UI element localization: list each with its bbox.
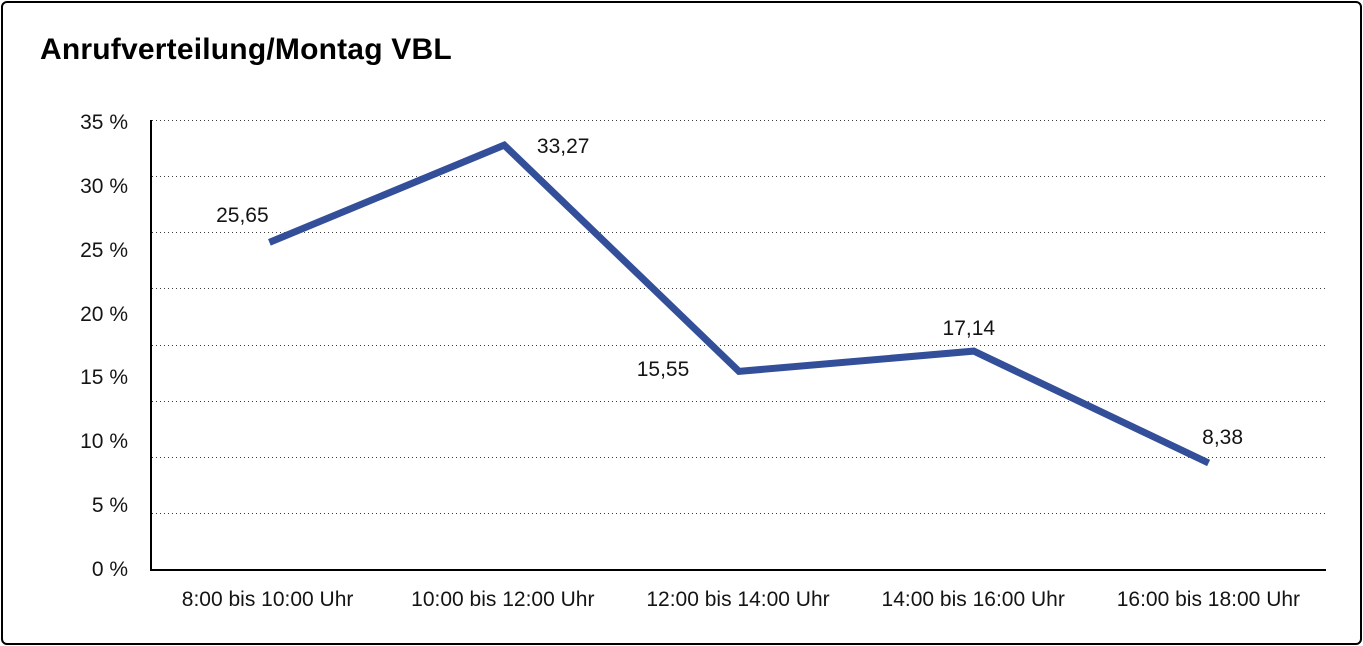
gridline xyxy=(152,176,1326,177)
gridline xyxy=(152,345,1326,346)
gridline xyxy=(152,288,1326,289)
x-tick-label: 10:00 bis 12:00 Uhr xyxy=(411,588,595,611)
gridline xyxy=(152,232,1326,233)
data-point-label: 15,55 xyxy=(636,358,690,382)
y-tick-label: 0 % xyxy=(91,558,128,581)
y-tick-label: 10 % xyxy=(80,430,128,454)
data-polyline xyxy=(268,140,1211,467)
y-tick-label: 5 % xyxy=(91,494,128,518)
y-tick-label: 35 % xyxy=(80,111,128,134)
data-point-label: 25,65 xyxy=(216,204,269,228)
x-tick-label: 8:00 bis 10:00 Uhr xyxy=(181,588,354,611)
chart-title: Anrufverteilung/Montag VBL xyxy=(40,33,452,66)
gridline xyxy=(152,513,1326,514)
y-tick-label: 25 % xyxy=(80,238,128,262)
gridline xyxy=(152,457,1326,458)
x-tick-label: 16:00 bis 18:00 Uhr xyxy=(1116,588,1301,611)
gridline xyxy=(152,120,1326,121)
y-tick-label: 20 % xyxy=(80,302,128,326)
x-tick-label: 14:00 bis 16:00 Uhr xyxy=(881,588,1065,611)
line-chart-canvas xyxy=(268,140,1211,467)
y-tick-label: 30 % xyxy=(80,174,128,198)
data-point-label: 33,27 xyxy=(536,135,590,159)
x-tick-label: 12:00 bis 14:00 Uhr xyxy=(646,588,830,611)
data-point-label: 17,14 xyxy=(942,317,996,341)
data-point-label: 8,38 xyxy=(1202,425,1244,449)
plot-area: 25,65 33,27 15,55 17,14 8,38 xyxy=(150,120,1326,571)
y-tick-label: 15 % xyxy=(80,366,128,390)
gridline xyxy=(152,401,1326,402)
